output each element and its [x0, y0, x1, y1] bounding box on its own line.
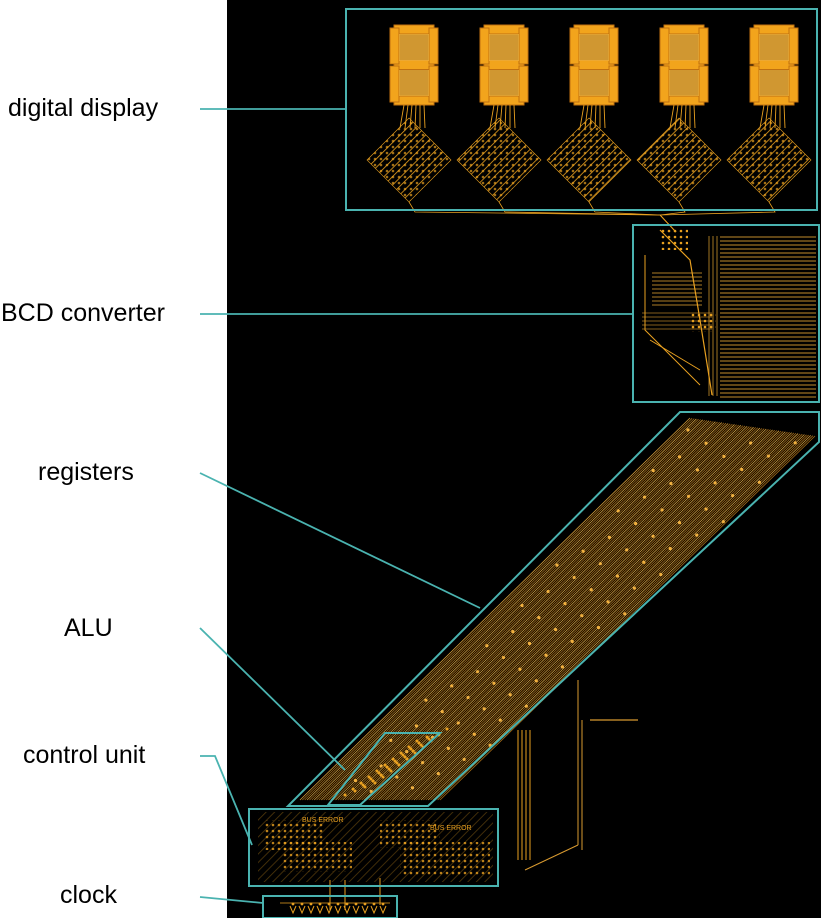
- label-alu: ALU: [64, 614, 113, 642]
- alu-outline: [325, 732, 443, 806]
- seven-segment-digit: [389, 24, 439, 129]
- label-bcd-converter: BCD converter: [1, 299, 165, 327]
- seven-segment-digit: [569, 24, 619, 129]
- bcd-converter-circuit: [642, 228, 816, 400]
- seven-segment-digit: [659, 24, 709, 129]
- bus-error-text-1: BUS ERROR: [302, 817, 344, 824]
- leader-alu: [199, 627, 346, 771]
- bus-error-text-2: BUS ERROR: [430, 825, 472, 832]
- control-unit-outline: [248, 808, 499, 887]
- seven-segment-digit: [749, 24, 799, 129]
- leader-lines: [199, 108, 633, 904]
- label-clock: clock: [60, 881, 117, 909]
- registers-outline: [285, 411, 820, 807]
- leader-registers: [199, 472, 481, 609]
- right-traces: [517, 680, 638, 871]
- label-control-unit: control unit: [23, 741, 146, 769]
- leader-clock: [199, 896, 264, 904]
- clock-outline: [262, 895, 398, 918]
- leader-control-unit: [200, 755, 253, 846]
- seven-segment-digit: [479, 24, 529, 129]
- clock-circuit: [280, 902, 390, 915]
- label-registers: registers: [38, 458, 134, 486]
- digital-display-circuit: [366, 24, 812, 233]
- control-unit-circuit: BUS ERROR BUS ERROR: [258, 812, 493, 910]
- label-digital-display: digital display: [8, 94, 159, 122]
